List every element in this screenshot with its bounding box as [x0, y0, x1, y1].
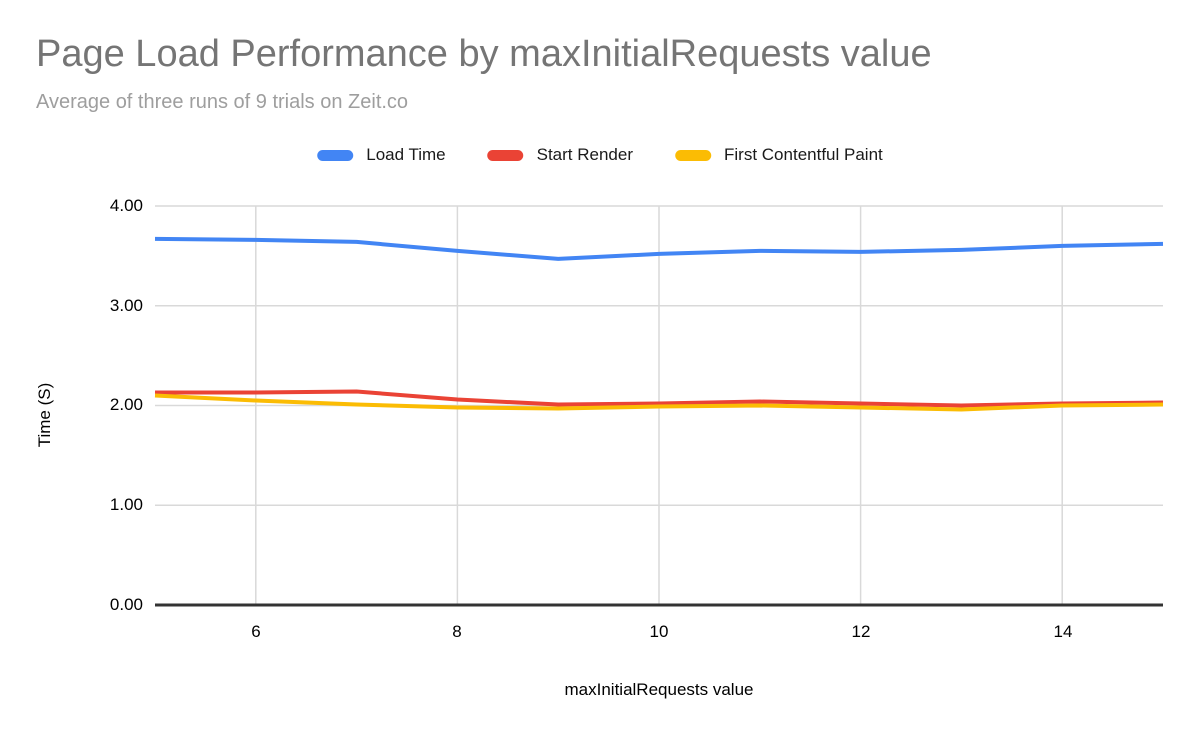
series-line-first-contentful-paint	[154, 393, 1164, 412]
legend-label: Start Render	[536, 145, 634, 164]
legend-item-first-contentful-paint: First Contentful Paint	[675, 145, 883, 165]
y-tick-label: 1.00	[109, 495, 143, 514]
x-tick-label: 14	[1053, 622, 1073, 641]
chart-title: Page Load Performance by maxInitialReque…	[36, 33, 932, 75]
start-render-swatch-icon	[487, 149, 524, 161]
y-tick-label: 0.00	[109, 595, 143, 614]
first-contentful-paint-swatch-icon	[675, 149, 712, 161]
x-tick-label: 12	[851, 622, 871, 641]
legend: Load Time Start Render First Contentful …	[317, 145, 883, 165]
x-tick-label: 6	[251, 622, 261, 641]
legend-label: First Contentful Paint	[724, 145, 883, 164]
y-axis-title: Time (S)	[35, 382, 54, 448]
legend-item-load-time: Load Time	[317, 145, 446, 165]
x-axis-title: maxInitialRequests value	[564, 680, 754, 699]
x-tick-label: 10	[649, 622, 669, 641]
series-line-start-render	[155, 389, 1164, 408]
x-tick-label: 8	[452, 622, 462, 641]
legend-label: Load Time	[366, 145, 446, 164]
y-tick-label: 2.00	[109, 395, 143, 414]
y-tick-label: 3.00	[109, 296, 143, 315]
chart-subtitle: Average of three runs of 9 trials on Zei…	[36, 91, 409, 113]
series-line-load-time	[154, 236, 1164, 261]
load-time-swatch-icon	[317, 149, 354, 161]
legend-item-start-render: Start Render	[487, 145, 634, 165]
y-tick-label: 4.00	[109, 196, 143, 215]
